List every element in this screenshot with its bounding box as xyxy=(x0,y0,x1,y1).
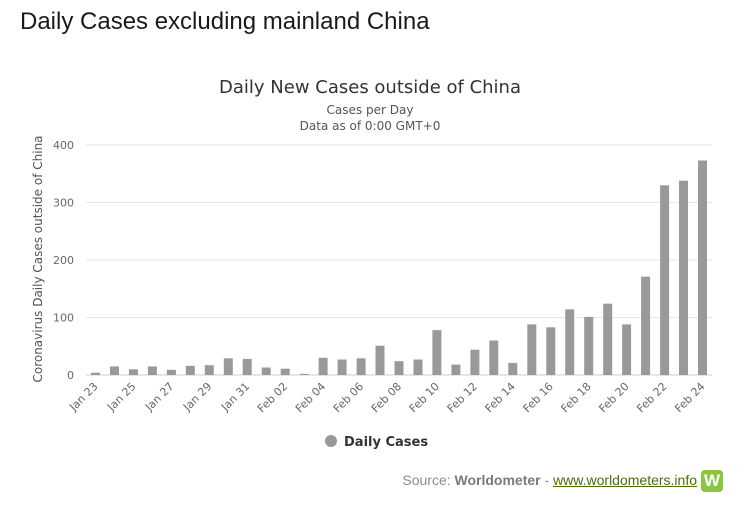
y-tick-label: 200 xyxy=(53,254,74,267)
source-link[interactable]: www.worldometers.info xyxy=(553,472,697,488)
bar[interactable] xyxy=(489,340,499,376)
y-tick-label: 300 xyxy=(53,197,74,210)
source-prefix: Source: xyxy=(402,472,455,488)
source-separator: - xyxy=(540,472,554,488)
legend-label: Daily Cases xyxy=(344,435,428,450)
bar[interactable] xyxy=(147,366,157,375)
bar[interactable] xyxy=(204,365,214,375)
x-tick-label: Feb 22 xyxy=(634,380,669,415)
bar[interactable] xyxy=(128,369,138,376)
bar[interactable] xyxy=(660,185,670,376)
bar[interactable] xyxy=(698,160,707,376)
bar[interactable] xyxy=(508,362,518,375)
chart-title: Daily New Cases outside of China xyxy=(219,77,521,98)
x-tick-label: Feb 02 xyxy=(255,380,290,415)
bar[interactable] xyxy=(242,358,252,375)
bar[interactable] xyxy=(622,324,632,375)
bar[interactable] xyxy=(166,369,176,375)
x-tick-label: Jan 31 xyxy=(218,380,252,414)
x-tick-label: Feb 24 xyxy=(672,380,707,415)
x-tick-label: Jan 25 xyxy=(104,380,138,414)
bar[interactable] xyxy=(223,358,233,375)
bar[interactable] xyxy=(394,361,404,375)
bar[interactable] xyxy=(318,357,328,376)
y-axis-title: Coronavirus Daily Cases outside of China xyxy=(31,135,45,382)
bar[interactable] xyxy=(185,365,195,375)
x-tick-label: Jan 27 xyxy=(142,380,176,414)
y-tick-label: 0 xyxy=(67,369,74,382)
bar[interactable] xyxy=(110,366,119,375)
bar[interactable] xyxy=(261,367,271,376)
chart-subtitle-line1: Cases per Day xyxy=(327,103,414,117)
bar[interactable] xyxy=(451,364,461,375)
x-tick-label: Feb 12 xyxy=(445,380,480,415)
x-tick-label: Feb 18 xyxy=(558,380,593,415)
bar[interactable] xyxy=(470,349,480,375)
x-tick-label: Feb 06 xyxy=(331,380,366,415)
worldometer-logo-icon[interactable]: W xyxy=(701,470,723,492)
bar[interactable] xyxy=(280,368,290,375)
x-tick-label: Jan 29 xyxy=(180,380,214,414)
x-tick-label: Feb 04 xyxy=(293,380,328,415)
bar[interactable] xyxy=(91,372,100,375)
bar[interactable] xyxy=(603,303,613,375)
bar[interactable] xyxy=(337,359,347,376)
bar[interactable] xyxy=(413,359,423,376)
bar[interactable] xyxy=(641,276,651,375)
x-tick-label: Jan 23 xyxy=(66,380,100,414)
bar[interactable] xyxy=(584,316,594,375)
bar[interactable] xyxy=(356,358,366,375)
chart-subtitle-line2: Data as of 0:00 GMT+0 xyxy=(300,119,441,133)
x-tick-label: Feb 10 xyxy=(407,380,442,415)
y-tick-label: 100 xyxy=(53,312,74,325)
legend-marker xyxy=(325,435,337,447)
bar[interactable] xyxy=(527,324,537,375)
y-tick-label: 400 xyxy=(53,139,74,152)
x-tick-label: Feb 20 xyxy=(596,380,631,415)
page-heading: Daily Cases excluding mainland China xyxy=(20,8,430,35)
bar[interactable] xyxy=(299,373,309,375)
x-tick-label: Feb 08 xyxy=(369,380,404,415)
source-brand: Worldometer xyxy=(454,472,541,488)
bar[interactable] xyxy=(375,345,385,375)
bar[interactable] xyxy=(565,309,575,375)
bar[interactable] xyxy=(679,180,688,375)
legend[interactable]: Daily Cases xyxy=(325,435,428,450)
x-tick-label: Feb 14 xyxy=(483,380,518,415)
bar[interactable] xyxy=(546,327,556,375)
bar[interactable] xyxy=(432,330,442,375)
source-credit: Source: Worldometer - www.worldometers.i… xyxy=(402,472,697,488)
x-tick-label: Feb 16 xyxy=(521,380,556,415)
